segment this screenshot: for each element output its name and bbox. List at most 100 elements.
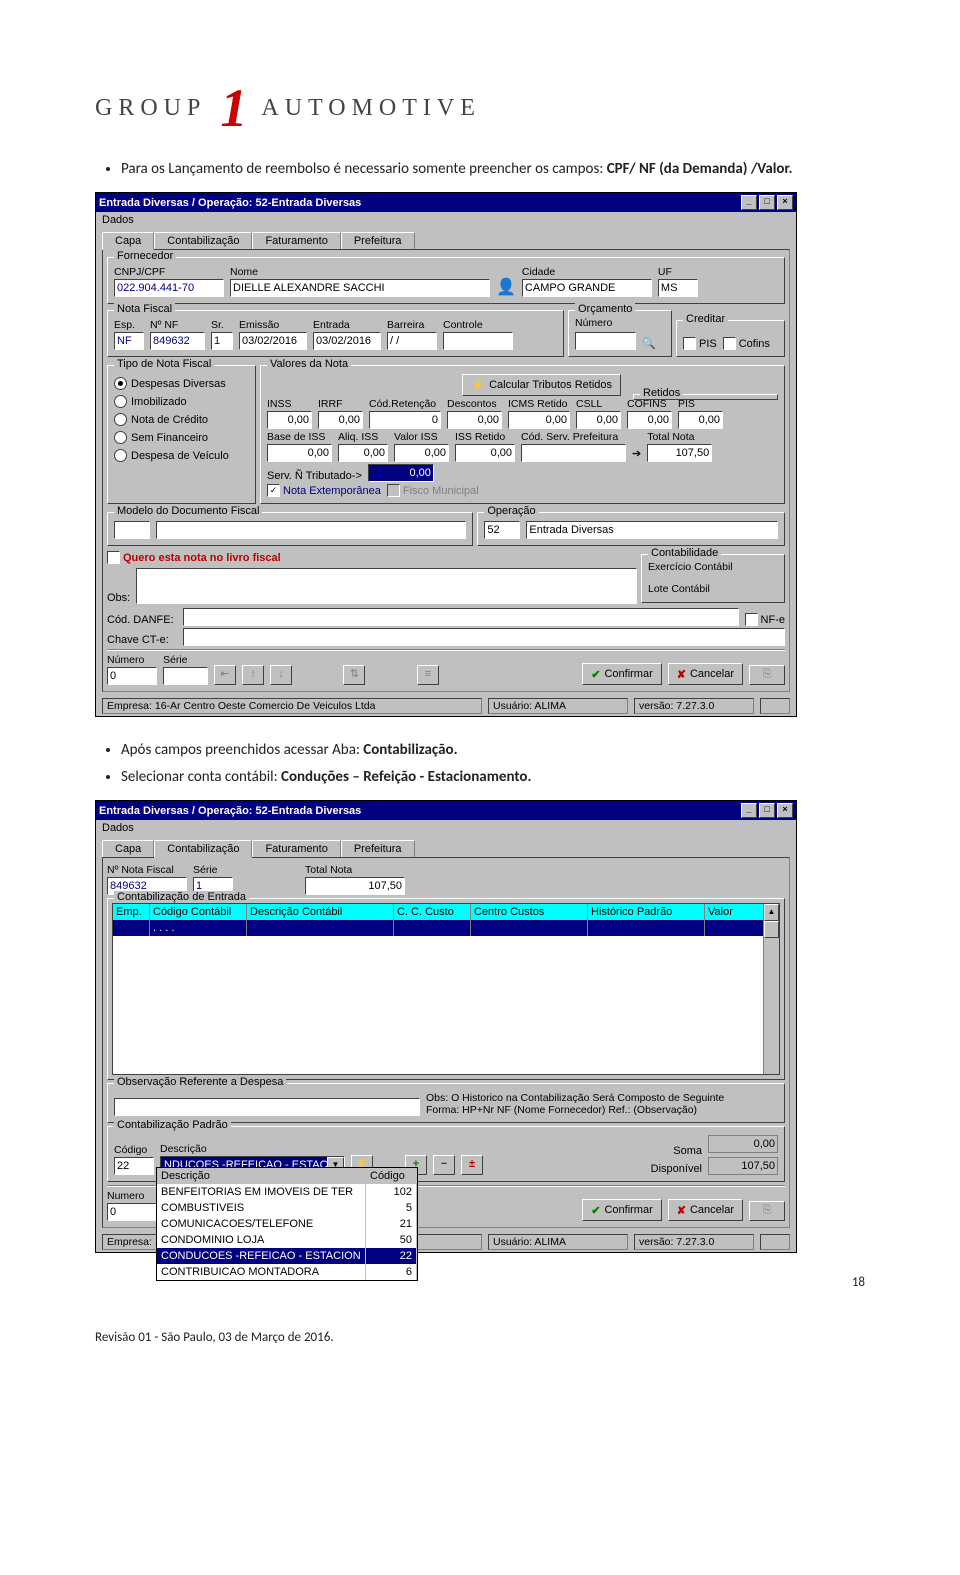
checkbox-extemporanea[interactable]: ✓ Nota Extemporânea xyxy=(267,484,381,497)
scroll-up-icon[interactable]: ▲ xyxy=(764,904,779,921)
nav-down-icon[interactable]: ↓ xyxy=(270,665,292,685)
cancelar-button-2[interactable]: ✘ Cancelar xyxy=(668,1199,743,1221)
drop-row-5[interactable]: CONTRIBUICAO MONTADORA6 xyxy=(157,1264,417,1280)
input-serie-bottom[interactable] xyxy=(163,667,208,685)
tab-contabilizacao-2[interactable]: Contabilização xyxy=(154,840,252,858)
inp-biss[interactable]: 0,00 xyxy=(267,444,332,462)
radio-nota-credito[interactable]: Nota de Crédito xyxy=(114,413,249,426)
label-controle: Controle xyxy=(443,319,513,331)
tab-capa-2[interactable]: Capa xyxy=(102,840,154,857)
inp-cpref[interactable] xyxy=(521,444,626,462)
input-emissao[interactable]: 03/02/2016 xyxy=(239,332,307,350)
input-numero-bottom[interactable]: 0 xyxy=(107,667,157,685)
legend-orcamento: Orçamento xyxy=(575,303,635,315)
grid-contabilizacao[interactable]: Emp. Código Contábil Descrição Contábil … xyxy=(112,903,780,1075)
radio-despesa-veiculo[interactable]: Despesa de Veículo xyxy=(114,449,249,462)
dropdown-list[interactable]: Descrição Código BENFEITORIAS EM IMOVEIS… xyxy=(156,1167,418,1281)
input-cnpj[interactable]: 022.904.441-70 xyxy=(114,279,224,297)
tool-btn-1[interactable]: ⇅ xyxy=(343,665,365,685)
drop-row-1[interactable]: COMBUSTIVEIS5 xyxy=(157,1200,417,1216)
button-calcular-tributos[interactable]: ⚡ Calcular Tributos Retidos xyxy=(462,374,621,396)
drop-row-2[interactable]: COMUNICACOES/TELEFONE21 xyxy=(157,1216,417,1232)
inp-icms[interactable]: 0,00 xyxy=(508,411,570,429)
inp-op-txt[interactable]: Entrada Diversas xyxy=(526,521,778,539)
grid-scrollbar[interactable]: ▲ xyxy=(763,904,779,1074)
maximize-icon-2[interactable]: □ xyxy=(759,803,775,818)
input-barreira[interactable]: / / xyxy=(387,332,437,350)
input-esp[interactable]: NF xyxy=(114,332,144,350)
inp-modelo-cod[interactable] xyxy=(114,521,150,539)
checkbox-livro-fiscal[interactable]: Quero esta nota no livro fiscal xyxy=(107,551,637,564)
minus-icon[interactable]: − xyxy=(433,1155,455,1175)
inp-riss[interactable]: 0,00 xyxy=(455,444,515,462)
plusminus-icon[interactable]: ± xyxy=(461,1155,483,1175)
inp-cofins[interactable]: 0,00 xyxy=(627,411,672,429)
cancelar-button-1[interactable]: ✘ Cancelar xyxy=(668,663,743,685)
scroll-thumb[interactable] xyxy=(764,921,779,938)
inp-pis[interactable]: 0,00 xyxy=(678,411,723,429)
drop-row-4[interactable]: CONDUCOES -REFEICAO - ESTACION22 xyxy=(157,1248,417,1264)
exit-icon[interactable]: ⎘ xyxy=(749,665,785,685)
tab-capa[interactable]: Capa xyxy=(102,232,154,250)
minimize-icon[interactable]: _ xyxy=(741,195,757,210)
input-obs-despesa[interactable] xyxy=(114,1098,420,1116)
menu-dados[interactable]: Dados xyxy=(102,214,134,226)
input-obs[interactable] xyxy=(136,568,637,604)
input-numero-2[interactable]: 0 xyxy=(107,1203,157,1221)
drop-row-0[interactable]: BENFEITORIAS EM IMOVEIS DE TER102 xyxy=(157,1184,417,1200)
inp-total[interactable]: 107,50 xyxy=(647,444,712,462)
group-creditar: Creditar PIS Cofins xyxy=(676,320,785,357)
tab-faturamento[interactable]: Faturamento xyxy=(252,232,340,249)
inp-op-cod[interactable]: 52 xyxy=(484,521,520,539)
inp-aiss[interactable]: 0,00 xyxy=(338,444,388,462)
maximize-icon[interactable]: □ xyxy=(759,195,775,210)
input-cidade[interactable]: CAMPO GRANDE xyxy=(522,279,652,297)
inp-csll[interactable]: 0,00 xyxy=(576,411,621,429)
input-cte[interactable] xyxy=(183,628,785,646)
inp-snt[interactable]: 0,00 xyxy=(368,464,434,482)
title-text-1: Entrada Diversas / Operação: 52-Entrada … xyxy=(99,197,361,209)
inp-viss[interactable]: 0,00 xyxy=(394,444,449,462)
close-icon[interactable]: × xyxy=(777,195,793,210)
inp-codret[interactable]: 0 xyxy=(369,411,441,429)
input-entrada[interactable]: 03/02/2016 xyxy=(313,332,381,350)
inp-inss[interactable]: 0,00 xyxy=(267,411,312,429)
inp-desc[interactable]: 0,00 xyxy=(447,411,502,429)
radio-despesas-diversas[interactable]: Despesas Diversas xyxy=(114,377,249,390)
input-uf[interactable]: MS xyxy=(658,279,698,297)
radio-sem-financeiro[interactable]: Sem Financeiro xyxy=(114,431,249,444)
col-cod: Código Contábil xyxy=(150,904,247,920)
input-danfe[interactable] xyxy=(183,608,739,626)
nav-first-icon[interactable]: ⇤ xyxy=(214,665,236,685)
input-numnf[interactable]: 849632 xyxy=(150,332,205,350)
input-tot2[interactable]: 107,50 xyxy=(305,877,405,895)
tool-btn-2[interactable]: ≡ xyxy=(417,665,439,685)
checkbox-nfe[interactable]: NF-e xyxy=(745,613,785,626)
label-pis: PIS xyxy=(699,338,717,350)
tab-contabilizacao[interactable]: Contabilização xyxy=(154,232,252,249)
minimize-icon-2[interactable]: _ xyxy=(741,803,757,818)
tab-prefeitura-2[interactable]: Prefeitura xyxy=(341,840,415,857)
inp-modelo-desc[interactable] xyxy=(156,521,466,539)
input-cp-cod[interactable]: 22 xyxy=(114,1157,154,1175)
exit-icon-2[interactable]: ⎘ xyxy=(749,1201,785,1221)
input-nome[interactable]: DIELLE ALEXANDRE SACCHI xyxy=(230,279,490,297)
confirmar-label-1: Confirmar xyxy=(604,668,652,680)
menu-dados-2[interactable]: Dados xyxy=(102,822,134,834)
tab-faturamento-2[interactable]: Faturamento xyxy=(252,840,340,857)
radio-imobilizado[interactable]: Imobilizado xyxy=(114,395,249,408)
checkbox-cofins[interactable]: Cofins xyxy=(723,337,770,350)
nav-up-icon[interactable]: ↑ xyxy=(242,665,264,685)
input-sr[interactable]: 1 xyxy=(211,332,233,350)
lookup-icon[interactable]: 🔍 xyxy=(642,337,656,350)
inp-irrf[interactable]: 0,00 xyxy=(318,411,363,429)
close-icon-2[interactable]: × xyxy=(777,803,793,818)
input-controle[interactable] xyxy=(443,332,513,350)
confirmar-button-1[interactable]: ✔ Confirmar xyxy=(582,663,662,685)
input-orc-num[interactable] xyxy=(575,332,636,350)
grid-row-selected[interactable]: . . . . xyxy=(113,920,779,936)
confirmar-button-2[interactable]: ✔ Confirmar xyxy=(582,1199,662,1221)
tab-prefeitura[interactable]: Prefeitura xyxy=(341,232,415,249)
checkbox-pis[interactable]: PIS xyxy=(683,337,717,350)
drop-row-3[interactable]: CONDOMINIO LOJA50 xyxy=(157,1232,417,1248)
